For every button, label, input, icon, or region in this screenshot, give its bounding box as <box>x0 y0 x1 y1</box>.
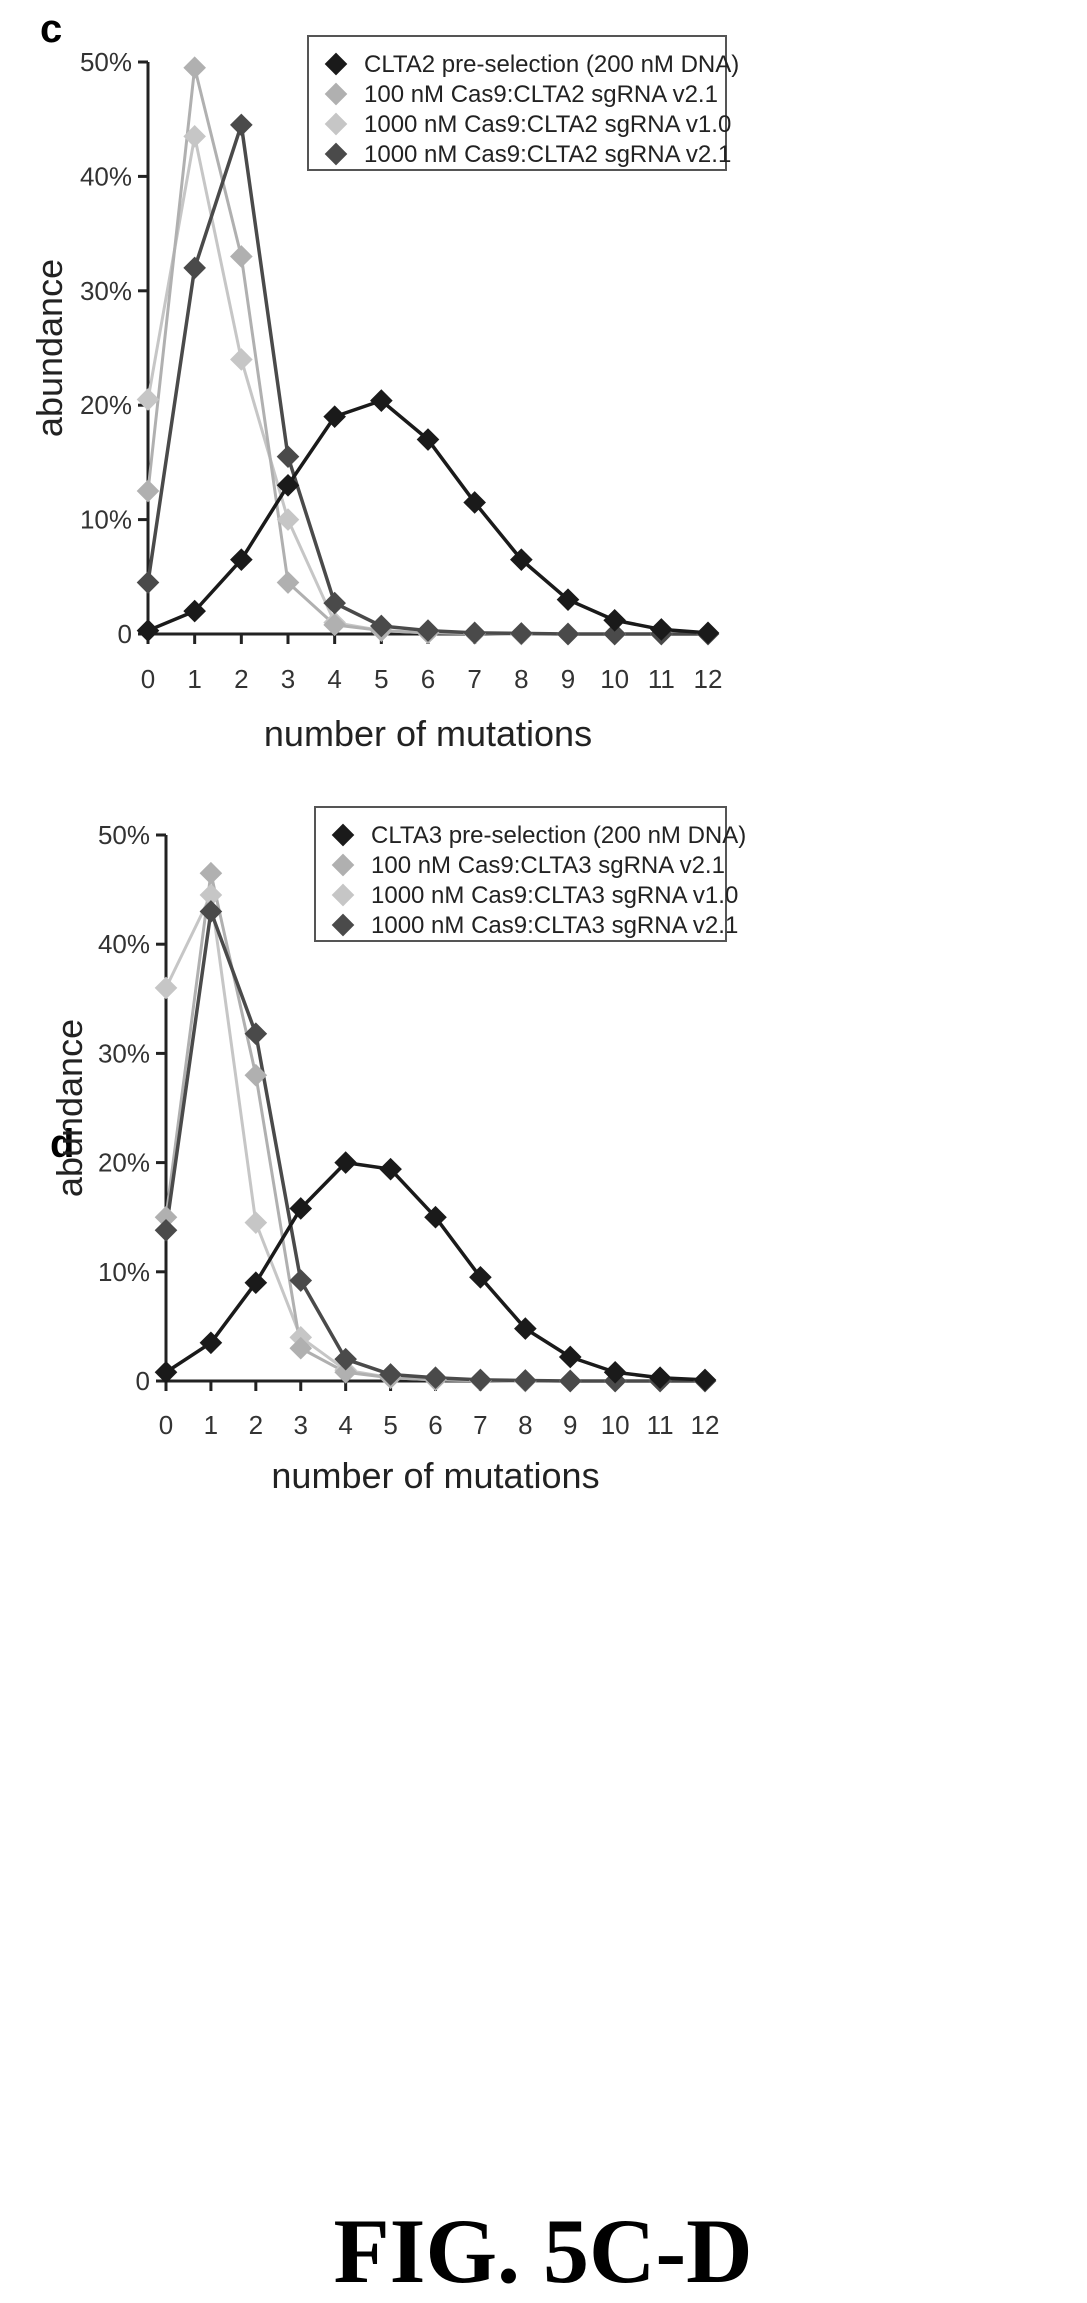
data-point <box>559 1370 582 1393</box>
x-tick-label: 12 <box>691 1410 720 1440</box>
x-tick-label: 9 <box>561 664 575 694</box>
y-axis-title: abundance <box>49 1019 90 1197</box>
data-point <box>697 622 720 645</box>
data-point <box>514 1369 537 1392</box>
legend-entry: 1000 nM Cas9:CLTA3 sgRNA v2.1 <box>371 912 738 939</box>
data-point <box>289 1269 312 1292</box>
y-tick-label: 30% <box>80 276 132 306</box>
y-tick-label: 40% <box>98 929 150 959</box>
y-tick-label: 10% <box>80 505 132 535</box>
x-tick-label: 4 <box>338 1410 352 1440</box>
x-tick-label: 0 <box>141 664 155 694</box>
x-tick-label: 5 <box>383 1410 397 1440</box>
data-point <box>323 405 346 428</box>
series-line-2 <box>166 873 705 1381</box>
data-point <box>245 1211 268 1234</box>
data-point <box>603 609 626 632</box>
x-tick-label: 12 <box>694 664 723 694</box>
x-tick-label: 5 <box>374 664 388 694</box>
x-tick-label: 3 <box>281 664 295 694</box>
data-point <box>277 445 300 468</box>
data-point <box>200 862 223 885</box>
legend-entry: CLTA2 pre-selection (200 nM DNA) <box>364 51 739 78</box>
x-tick-label: 1 <box>204 1410 218 1440</box>
data-point <box>559 1346 582 1369</box>
legend-entry: CLTA3 pre-selection (200 nM DNA) <box>371 822 746 849</box>
data-point <box>155 977 178 1000</box>
data-point <box>469 1369 492 1392</box>
data-point <box>417 619 440 642</box>
x-tick-label: 11 <box>647 1410 674 1440</box>
legend-entry: 100 nM Cas9:CLTA3 sgRNA v2.1 <box>371 852 725 879</box>
figure-caption: FIG. 5C-D <box>333 2200 752 2302</box>
series-line-4 <box>148 125 708 634</box>
y-tick-label: 20% <box>80 390 132 420</box>
y-tick-label: 0 <box>118 619 132 649</box>
data-point <box>183 257 206 280</box>
data-point <box>230 245 253 268</box>
x-tick-label: 2 <box>249 1410 263 1440</box>
panel-letter-c: c <box>40 7 62 51</box>
x-tick-label: 0 <box>159 1410 173 1440</box>
legend-entry: 1000 nM Cas9:CLTA2 sgRNA v2.1 <box>364 141 731 168</box>
x-axis-title: number of mutations <box>264 713 592 754</box>
data-point <box>649 1366 672 1389</box>
data-point <box>323 592 346 615</box>
legend: CLTA3 pre-selection (200 nM DNA) 100 nM C… <box>315 807 746 941</box>
y-tick-label: 50% <box>80 47 132 77</box>
data-point <box>230 114 253 137</box>
legend-entry: 1000 nM Cas9:CLTA3 sgRNA v1.0 <box>371 882 738 909</box>
y-tick-label: 50% <box>98 820 150 850</box>
legend-entry: 100 nM Cas9:CLTA2 sgRNA v2.1 <box>364 81 718 108</box>
series-line-3 <box>166 895 705 1381</box>
data-point <box>155 1219 178 1242</box>
x-tick-label: 10 <box>601 1410 630 1440</box>
data-point <box>694 1369 717 1392</box>
y-tick-label: 40% <box>80 161 132 191</box>
legend: CLTA2 pre-selection (200 nM DNA) 100 nM C… <box>308 36 739 170</box>
y-tick-label: 20% <box>98 1148 150 1178</box>
x-tick-label: 6 <box>421 664 435 694</box>
x-tick-label: 6 <box>428 1410 442 1440</box>
chart-panel-d: 010%20%30%40%50%0123456789101112number o… <box>49 807 746 1496</box>
x-tick-label: 1 <box>187 664 201 694</box>
x-tick-label: 3 <box>294 1410 308 1440</box>
x-tick-label: 2 <box>234 664 248 694</box>
data-point <box>557 623 580 646</box>
data-point <box>137 480 160 503</box>
x-tick-label: 11 <box>648 664 675 694</box>
y-tick-label: 30% <box>98 1038 150 1068</box>
y-tick-label: 0 <box>136 1366 150 1396</box>
data-point <box>183 56 206 79</box>
x-axis-title: number of mutations <box>271 1455 599 1496</box>
x-tick-label: 8 <box>514 664 528 694</box>
x-tick-label: 10 <box>600 664 629 694</box>
data-point <box>424 1366 447 1389</box>
x-tick-label: 9 <box>563 1410 577 1440</box>
legend-entry: 1000 nM Cas9:CLTA2 sgRNA v1.0 <box>364 111 731 138</box>
data-point <box>463 622 486 645</box>
chart-panel-c: 010%20%30%40%50%0123456789101112number o… <box>29 36 739 754</box>
data-point <box>230 348 253 371</box>
x-tick-label: 7 <box>473 1410 487 1440</box>
y-axis-title: abundance <box>29 259 70 437</box>
y-tick-label: 10% <box>98 1257 150 1287</box>
x-tick-label: 8 <box>518 1410 532 1440</box>
data-point <box>137 571 160 594</box>
x-tick-label: 4 <box>327 664 341 694</box>
series-line-1 <box>166 1163 705 1380</box>
data-point <box>137 619 160 642</box>
data-point <box>510 622 533 645</box>
x-tick-label: 7 <box>467 664 481 694</box>
